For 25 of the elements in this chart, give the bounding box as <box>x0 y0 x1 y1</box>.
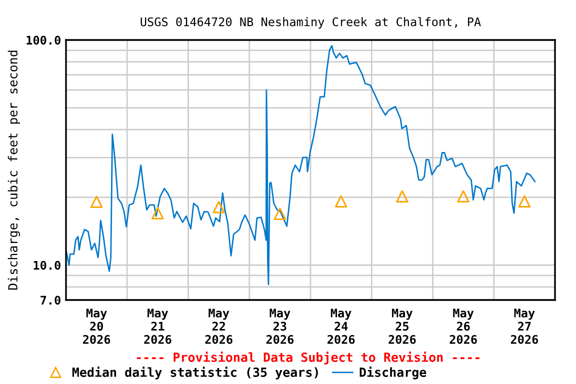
point <box>457 190 470 203</box>
point <box>274 208 286 220</box>
x-tick-label: May 27 2026 <box>510 308 538 344</box>
y-tick-label: 100.0 <box>26 36 60 45</box>
x-tick-label: May 20 2026 <box>83 308 110 344</box>
point <box>396 190 408 203</box>
point <box>518 195 531 208</box>
y-tick-label: 10.0 <box>34 260 60 270</box>
x-tick-label: May 23 2026 <box>266 308 294 344</box>
legend-label: Median daily statistic (35 years) <box>72 366 318 380</box>
x-tick-label: May 21 2026 <box>144 308 172 344</box>
text: ---- Provisional Data Subject to Revision ---- <box>136 352 480 364</box>
chart-title: USGS 01464720 NB Neshaminy Creek at Chalfont, PA <box>140 17 481 29</box>
line-series <box>66 45 536 286</box>
x-tick-label: May 22 2026 <box>205 308 232 344</box>
x-tick-label: May 25 2026 <box>388 308 416 344</box>
point <box>152 207 164 220</box>
y-tick-label: 7.0 <box>40 296 60 305</box>
legend-label: Discharge <box>360 366 426 380</box>
x-tick-label: May 24 2026 <box>328 308 355 344</box>
x-tick-label: May 26 2026 <box>450 308 477 344</box>
point <box>90 196 103 208</box>
point <box>334 195 348 208</box>
point <box>212 200 225 214</box>
y-axis-title: Discharge, cubic feet per second <box>8 50 20 290</box>
